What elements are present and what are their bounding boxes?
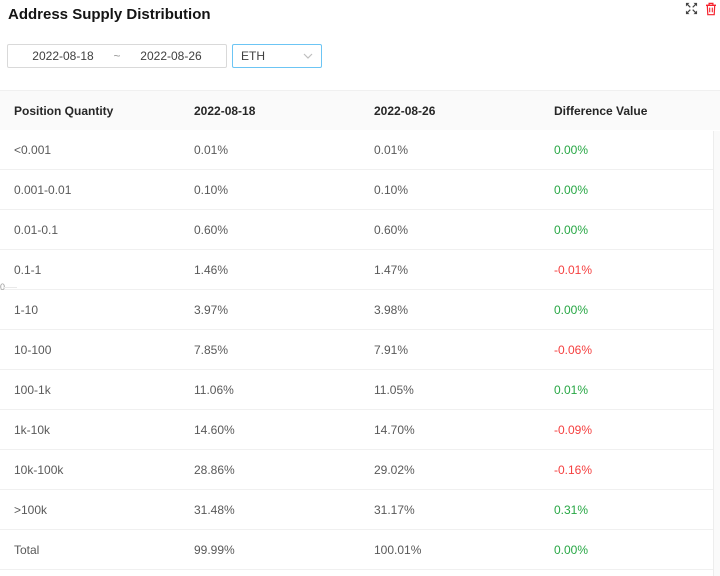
widget-toolbar (685, 2, 717, 16)
date1-value-cell: 3.97% (194, 302, 229, 317)
position-range-cell: 0.01-0.1 (14, 222, 59, 237)
date1-value-cell: 1.46% (194, 262, 229, 277)
difference-value-cell: 0.01% (554, 382, 589, 397)
date2-value-cell: 100.01% (374, 542, 422, 557)
date1-value-cell: 99.99% (194, 542, 235, 557)
coin-select[interactable]: ETH (232, 44, 322, 68)
date2-value-cell: 29.02% (374, 462, 415, 477)
position-range-cell: 100-1k (14, 382, 51, 397)
table-row: Total 99.99% 100.01% 0.00% (0, 530, 720, 570)
page-title: Address Supply Distribution (8, 6, 211, 23)
date2-value-cell: 0.10% (374, 182, 409, 197)
date2-value-cell: 0.01% (374, 142, 409, 157)
date2-value-cell: 0.60% (374, 222, 409, 237)
difference-value-cell: 0.00% (554, 142, 589, 157)
column-header-difference-value: Difference Value (554, 103, 648, 118)
date1-value-cell: 0.60% (194, 222, 229, 237)
delete-widget-button[interactable] (705, 2, 717, 16)
position-range-cell: 0.1-1 (14, 262, 42, 277)
background-gridline-artifact (4, 287, 17, 288)
difference-value-cell: 0.00% (554, 542, 589, 557)
date1-value-cell: 7.85% (194, 342, 229, 357)
table-row: 100-1k 11.06% 11.05% 0.01% (0, 370, 720, 410)
position-range-cell: 0.001-0.01 (14, 182, 72, 197)
position-range-cell: <0.001 (14, 142, 52, 157)
date2-value-cell: 7.91% (374, 342, 409, 357)
table-row: 0.01-0.1 0.60% 0.60% 0.00% (0, 210, 720, 250)
chevron-down-icon (303, 53, 313, 59)
date2-value-cell: 1.47% (374, 262, 409, 277)
date1-value-cell: 14.60% (194, 422, 235, 437)
end-date-value[interactable]: 2022-08-26 (140, 49, 202, 63)
table-row: 10-100 7.85% 7.91% -0.06% (0, 330, 720, 370)
expand-fullscreen-button[interactable] (685, 2, 698, 15)
column-header-position-quantity: Position Quantity (14, 103, 114, 118)
table-header-row: Position Quantity 2022-08-18 2022-08-26 … (0, 90, 720, 130)
supply-distribution-table: Position Quantity 2022-08-18 2022-08-26 … (0, 90, 720, 570)
table-row: 1-10 3.97% 3.98% 0.00% (0, 290, 720, 330)
difference-value-cell: -0.01% (554, 262, 593, 277)
date1-value-cell: 0.01% (194, 142, 229, 157)
position-range-cell: 10-100 (14, 342, 52, 357)
date2-value-cell: 14.70% (374, 422, 415, 437)
column-header-date-1: 2022-08-18 (194, 103, 256, 118)
date1-value-cell: 28.86% (194, 462, 235, 477)
difference-value-cell: 0.00% (554, 302, 589, 317)
table-row: <0.001 0.01% 0.01% 0.00% (0, 130, 720, 170)
table-row: 1k-10k 14.60% 14.70% -0.09% (0, 410, 720, 450)
start-date-value[interactable]: 2022-08-18 (32, 49, 94, 63)
table-body: <0.001 0.01% 0.01% 0.00% 0.001-0.01 0.10… (0, 130, 720, 570)
difference-value-cell: 0.31% (554, 502, 589, 517)
date1-value-cell: 31.48% (194, 502, 235, 517)
position-range-cell: 1-10 (14, 302, 39, 317)
date-range-picker[interactable]: 2022-08-18 ~ 2022-08-26 (7, 44, 227, 68)
difference-value-cell: 0.00% (554, 222, 589, 237)
table-row: 0.001-0.01 0.10% 0.10% 0.00% (0, 170, 720, 210)
date1-value-cell: 11.06% (194, 382, 234, 397)
coin-select-value: ETH (241, 49, 265, 63)
filter-bar: 2022-08-18 ~ 2022-08-26 ETH (7, 44, 322, 68)
fullscreen-expand-icon (685, 2, 698, 18)
difference-value-cell: -0.09% (554, 422, 593, 437)
trash-icon (705, 2, 717, 19)
background-chart-axis-artifact: 0 (0, 282, 5, 292)
date-range-separator: ~ (113, 49, 121, 63)
date1-value-cell: 0.10% (194, 182, 229, 197)
date2-value-cell: 3.98% (374, 302, 409, 317)
position-range-cell: 10k-100k (14, 462, 64, 477)
table-row: >100k 31.48% 31.17% 0.31% (0, 490, 720, 530)
position-range-cell: Total (14, 542, 40, 557)
date2-value-cell: 31.17% (374, 502, 415, 517)
difference-value-cell: 0.00% (554, 182, 589, 197)
difference-value-cell: -0.06% (554, 342, 593, 357)
table-row: 10k-100k 28.86% 29.02% -0.16% (0, 450, 720, 490)
date2-value-cell: 11.05% (374, 382, 414, 397)
difference-value-cell: -0.16% (554, 462, 593, 477)
table-row: 0.1-1 1.46% 1.47% -0.01% (0, 250, 720, 290)
vertical-scrollbar[interactable] (713, 131, 720, 576)
position-range-cell: 1k-10k (14, 422, 51, 437)
column-header-date-2: 2022-08-26 (374, 103, 436, 118)
position-range-cell: >100k (14, 502, 48, 517)
